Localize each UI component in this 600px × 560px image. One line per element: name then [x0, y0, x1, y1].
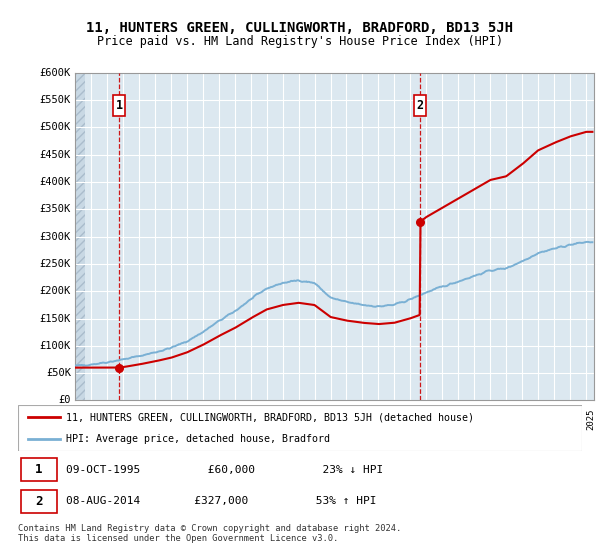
Text: 2019: 2019: [490, 409, 499, 430]
Text: 2020: 2020: [506, 409, 515, 430]
FancyBboxPatch shape: [21, 489, 58, 513]
Text: £350K: £350K: [40, 204, 71, 214]
Text: £50K: £50K: [46, 368, 71, 378]
Text: 2: 2: [35, 494, 43, 508]
Text: 1: 1: [35, 463, 43, 476]
Bar: [75, 73, 85, 400]
Text: 08-AUG-2014        £327,000          53% ↑ HPI: 08-AUG-2014 £327,000 53% ↑ HPI: [66, 496, 376, 506]
FancyBboxPatch shape: [113, 95, 125, 116]
Text: £150K: £150K: [40, 314, 71, 324]
Text: HPI: Average price, detached house, Bradford: HPI: Average price, detached house, Brad…: [66, 435, 330, 444]
Text: £200K: £200K: [40, 286, 71, 296]
Text: 09-OCT-1995          £60,000          23% ↓ HPI: 09-OCT-1995 £60,000 23% ↓ HPI: [66, 465, 383, 475]
Text: 11, HUNTERS GREEN, CULLINGWORTH, BRADFORD, BD13 5JH: 11, HUNTERS GREEN, CULLINGWORTH, BRADFOR…: [86, 21, 514, 35]
Text: £100K: £100K: [40, 341, 71, 351]
FancyBboxPatch shape: [414, 95, 426, 116]
Text: £500K: £500K: [40, 123, 71, 132]
Text: £550K: £550K: [40, 95, 71, 105]
Text: 2010: 2010: [346, 409, 355, 430]
Text: 2022: 2022: [538, 409, 547, 430]
Text: 2004: 2004: [251, 409, 260, 430]
Text: 2001: 2001: [203, 409, 212, 430]
Text: 2014: 2014: [410, 409, 419, 430]
Text: 1994: 1994: [91, 409, 100, 430]
Text: 11, HUNTERS GREEN, CULLINGWORTH, BRADFORD, BD13 5JH (detached house): 11, HUNTERS GREEN, CULLINGWORTH, BRADFOR…: [66, 412, 474, 422]
Text: 2007: 2007: [299, 409, 308, 430]
FancyBboxPatch shape: [18, 405, 582, 451]
Text: 1999: 1999: [171, 409, 180, 430]
Text: 2009: 2009: [331, 409, 340, 430]
Text: £250K: £250K: [40, 259, 71, 269]
Text: 2016: 2016: [442, 409, 451, 430]
Text: £400K: £400K: [40, 177, 71, 187]
Text: 1995: 1995: [107, 409, 116, 430]
Text: 1996: 1996: [123, 409, 132, 430]
Text: 2: 2: [416, 99, 424, 112]
Text: 2003: 2003: [235, 409, 244, 430]
Text: 2023: 2023: [554, 409, 563, 430]
FancyBboxPatch shape: [21, 458, 58, 481]
Text: 2013: 2013: [394, 409, 403, 430]
Text: Price paid vs. HM Land Registry's House Price Index (HPI): Price paid vs. HM Land Registry's House …: [97, 35, 503, 48]
Text: 1993: 1993: [75, 409, 84, 430]
Text: 1998: 1998: [155, 409, 164, 430]
Text: 2000: 2000: [187, 409, 196, 430]
Text: 2002: 2002: [219, 409, 228, 430]
Text: 2024: 2024: [570, 409, 579, 430]
Text: Contains HM Land Registry data © Crown copyright and database right 2024.
This d: Contains HM Land Registry data © Crown c…: [18, 524, 401, 543]
Text: 2008: 2008: [314, 409, 323, 430]
Text: 2021: 2021: [522, 409, 531, 430]
Text: £450K: £450K: [40, 150, 71, 160]
Text: 2012: 2012: [379, 409, 388, 430]
Text: 1: 1: [116, 99, 123, 112]
Text: 2017: 2017: [458, 409, 467, 430]
Text: £300K: £300K: [40, 232, 71, 241]
Text: 2025: 2025: [586, 409, 595, 430]
Text: 2018: 2018: [474, 409, 483, 430]
Text: 2015: 2015: [427, 409, 436, 430]
Text: 2005: 2005: [266, 409, 275, 430]
Text: £600K: £600K: [40, 68, 71, 78]
Text: £0: £0: [58, 395, 71, 405]
Text: 2006: 2006: [283, 409, 292, 430]
Text: 1997: 1997: [139, 409, 148, 430]
Text: 2011: 2011: [362, 409, 371, 430]
